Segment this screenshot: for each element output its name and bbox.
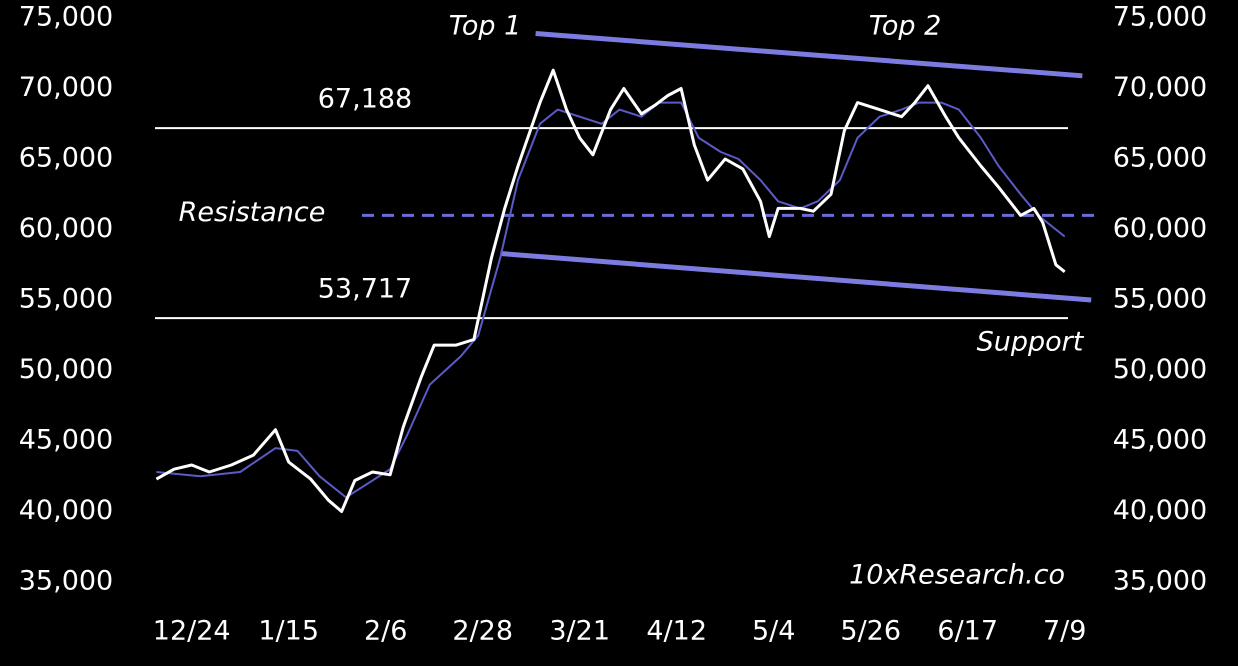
x-tick-label: 12/24 [153,616,231,647]
annotation-top1: Top 1 [449,11,522,42]
y-tick-label: 75,000 [19,2,113,33]
x-tick-label: 5/4 [752,616,795,647]
source: 10xResearch.co [849,560,1065,591]
y-tick-label: 65,000 [19,143,113,174]
x-tick-label: 3/21 [549,616,610,647]
channel-line [500,250,1092,303]
line-series [156,101,1066,499]
y-tick-label: 45,000 [19,425,113,456]
y-tick-label: 70,000 [19,72,113,103]
y2-tick-label: 50,000 [1113,354,1207,385]
x-tick-label: 6/17 [937,616,998,647]
y-tick-label: 55,000 [19,284,113,315]
level-label: 53,717 [318,274,412,305]
x-tick-label: 2/6 [364,616,407,647]
y-tick-label: 40,000 [19,495,113,526]
y2-tick-label: 75,000 [1113,2,1207,33]
y2-tick-label: 70,000 [1113,72,1207,103]
x-tick-label: 5/26 [840,616,901,647]
annotation-top2: Top 2 [869,11,942,42]
y2-tick-label: 65,000 [1113,143,1207,174]
x-tick-label: 2/28 [452,616,513,647]
x-tick-label: 1/15 [258,616,319,647]
x-tick-label: 7/9 [1043,616,1086,647]
y2-tick-label: 35,000 [1113,566,1207,597]
y2-tick-label: 55,000 [1113,284,1207,315]
y2-tick-label: 45,000 [1113,425,1207,456]
y2-tick-label: 40,000 [1113,495,1207,526]
level-label: Resistance [179,197,326,228]
y-tick-label: 50,000 [19,354,113,385]
y-tick-label: 60,000 [19,213,113,244]
line-series [155,68,1066,513]
annotation-support: Support [977,327,1085,358]
y-tick-label: 35,000 [19,566,113,597]
y2-tick-label: 60,000 [1113,213,1207,244]
level-label: 67,188 [318,84,412,115]
channel-line [535,31,1083,79]
x-tick-label: 4/12 [646,616,707,647]
